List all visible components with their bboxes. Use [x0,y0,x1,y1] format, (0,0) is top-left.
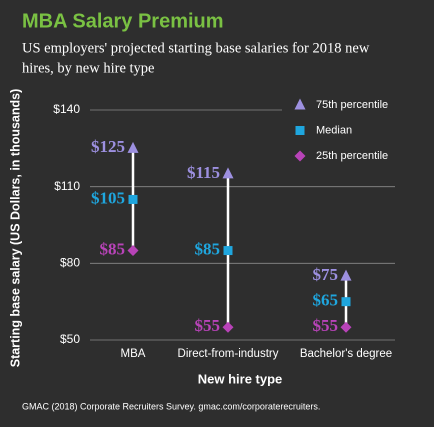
legend-marker [294,150,306,162]
y-tick-label: $110 [54,179,80,193]
data-label: $105 [91,188,125,207]
data-point [128,194,138,204]
data-label: $115 [187,163,220,182]
y-tick-label: $140 [53,102,80,116]
data-point [127,245,139,257]
data-point [340,321,352,333]
data-label: $55 [313,316,339,335]
data-label: $85 [195,239,221,258]
legend-label: Median [316,124,352,136]
data-point [341,297,351,307]
data-label: $125 [91,137,125,156]
data-point [223,246,233,256]
legend-marker [294,98,306,110]
data-label: $85 [100,239,126,258]
data-label: $55 [195,316,221,335]
source-note: GMAC (2018) Corporate Recruiters Survey.… [22,401,320,411]
legend-label: 75th percentile [316,99,388,111]
legend-marker [295,126,305,135]
data-point [340,269,352,281]
chart-title: MBA Salary Premium [22,10,224,32]
y-axis-label: Starting base salary (US Dollars, in tho… [8,89,22,368]
chart-subtitle: hires, by new hire type [22,60,154,76]
y-tick-label: $80 [60,256,80,270]
x-tick-label: MBA [121,348,146,360]
data-label: $65 [313,291,339,310]
y-tick-label: $50 [60,332,80,346]
data-point [127,141,139,153]
data-point [222,167,234,179]
x-tick-label: Bachelor's degree [300,348,392,360]
legend-label: 25th percentile [316,150,388,162]
x-tick-label: Direct-from-industry [178,348,279,360]
data-label: $75 [313,265,339,284]
chart-subtitle: US employers' projected starting base sa… [22,40,370,56]
data-point [222,321,234,333]
x-axis-label: New hire type [198,371,283,386]
